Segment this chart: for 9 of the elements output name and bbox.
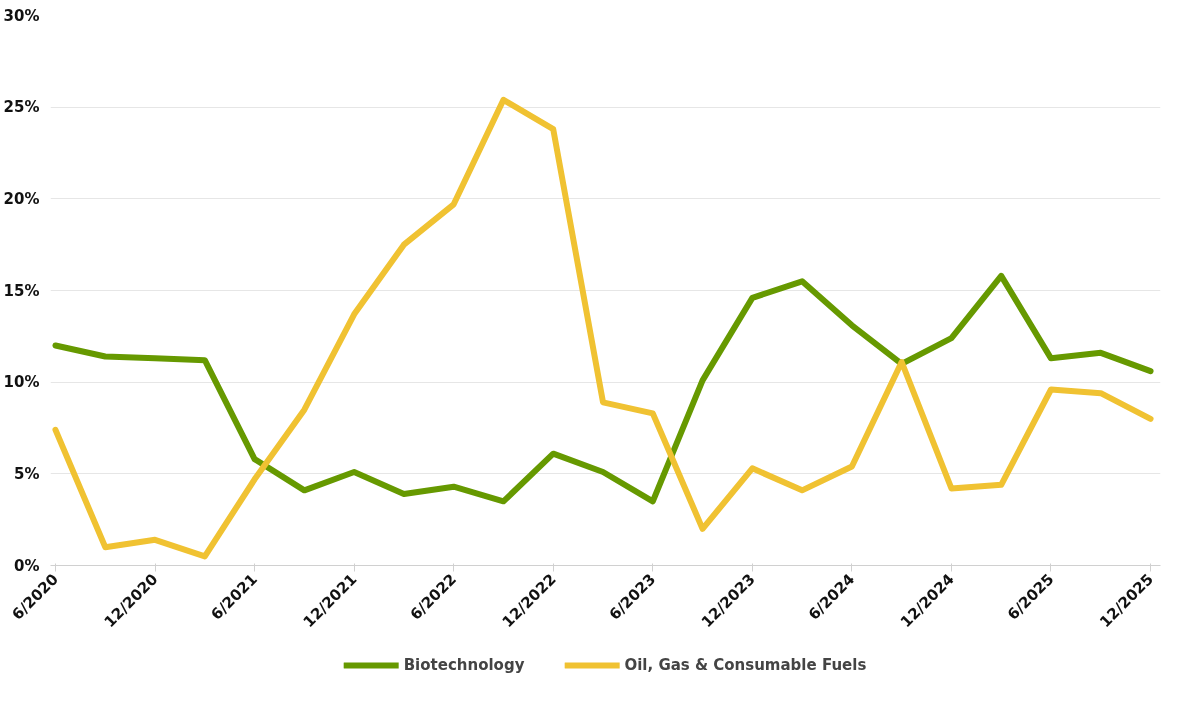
y-tick-label: 0% — [14, 556, 40, 575]
y-tick-label: 5% — [14, 464, 40, 483]
y-tick-label: 15% — [3, 281, 40, 300]
y-tick-label: 25% — [3, 98, 40, 117]
legend-label: Oil, Gas & Consumable Fuels — [624, 656, 867, 674]
y-tick-label: 30% — [3, 6, 40, 25]
legend-label: Biotechnology — [403, 656, 525, 674]
y-tick-label: 10% — [3, 373, 40, 392]
y-tick-label: 20% — [3, 189, 40, 208]
